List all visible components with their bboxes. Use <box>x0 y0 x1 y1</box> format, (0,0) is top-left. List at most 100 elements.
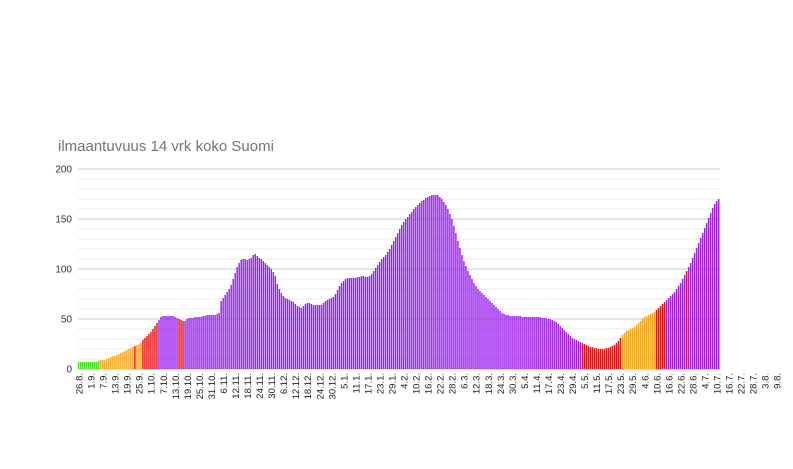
bar <box>282 296 285 369</box>
x-tick-label: 28.7. <box>749 373 760 394</box>
bar <box>206 315 208 369</box>
bar <box>194 317 196 369</box>
bar <box>671 294 674 369</box>
bar <box>314 305 317 369</box>
bar <box>401 225 403 369</box>
bar <box>523 317 525 369</box>
bar <box>132 347 134 369</box>
bar <box>425 198 427 369</box>
bar <box>481 293 483 369</box>
bars <box>78 195 720 369</box>
bar <box>372 271 375 369</box>
bar <box>669 296 672 369</box>
bar <box>334 294 337 369</box>
bar <box>421 201 423 369</box>
bar <box>174 317 176 369</box>
bar <box>92 362 94 369</box>
bar <box>146 336 148 369</box>
x-tick-label: 5.5. <box>580 373 591 389</box>
bar <box>306 303 309 369</box>
x-tick-label: 6.11. <box>219 373 230 393</box>
bar <box>340 283 343 369</box>
bar <box>322 303 325 369</box>
bar <box>152 329 154 369</box>
bar <box>204 316 206 369</box>
x-tick-label: 29.1. <box>387 373 398 394</box>
bar <box>647 315 650 369</box>
bar <box>611 346 614 369</box>
bar <box>182 321 184 369</box>
bar <box>166 316 168 369</box>
bar <box>126 350 128 369</box>
y-tick-label: 200 <box>55 165 72 176</box>
bar <box>350 278 353 369</box>
x-tick-label: 25.10. <box>195 373 206 399</box>
bar <box>711 208 714 369</box>
bar <box>569 336 571 369</box>
x-tick-label: 4.2. <box>400 373 411 389</box>
x-tick-label: 5.4. <box>520 373 531 389</box>
bar <box>619 338 622 369</box>
bar <box>396 233 399 369</box>
x-tick-label: 4.7. <box>700 373 711 389</box>
bar <box>154 326 156 369</box>
y-tick-label: 100 <box>55 265 72 276</box>
bar <box>463 261 465 369</box>
bar <box>499 311 501 369</box>
x-tick-label: 10.2. <box>412 373 423 394</box>
bar <box>649 314 652 369</box>
bar <box>509 316 511 369</box>
bar <box>545 318 547 369</box>
bar <box>639 321 642 369</box>
bar <box>242 259 244 369</box>
x-tick-label: 5.1. <box>339 373 350 389</box>
bar <box>374 268 377 369</box>
bar <box>681 279 684 369</box>
bar <box>593 348 596 369</box>
bar <box>78 362 80 369</box>
bar <box>162 316 164 369</box>
x-tick-label: 17.1. <box>363 373 374 394</box>
bar <box>501 313 503 369</box>
bar <box>437 195 439 369</box>
bar <box>330 298 333 369</box>
bar <box>308 303 311 369</box>
bar <box>621 335 624 369</box>
bar <box>140 343 142 369</box>
bar <box>158 320 160 369</box>
bar <box>280 293 283 369</box>
bar <box>216 314 218 369</box>
bar <box>260 259 263 369</box>
bar <box>384 255 387 369</box>
bar <box>198 317 200 369</box>
bar <box>699 238 702 369</box>
bar <box>409 214 411 369</box>
bar <box>320 305 323 369</box>
bar <box>118 354 120 369</box>
bar <box>378 262 381 369</box>
bar <box>419 203 421 369</box>
bar <box>539 317 541 369</box>
bar <box>270 269 273 369</box>
bar <box>264 263 267 369</box>
bar <box>415 207 417 369</box>
bar <box>447 209 449 369</box>
x-tick-label: 7.9. <box>99 373 110 389</box>
bar <box>186 319 188 369</box>
bar <box>709 213 712 369</box>
bar <box>348 278 351 369</box>
bar <box>587 346 590 369</box>
bar <box>659 306 662 369</box>
bar <box>449 214 451 369</box>
bar <box>294 304 297 369</box>
bar <box>445 205 447 369</box>
bar <box>625 331 628 369</box>
x-tick-label: 23.5. <box>616 373 627 394</box>
bar <box>595 348 598 369</box>
bar <box>677 286 680 369</box>
bar <box>603 349 606 369</box>
bar <box>256 256 258 369</box>
bar <box>254 254 256 369</box>
bar <box>124 351 126 369</box>
